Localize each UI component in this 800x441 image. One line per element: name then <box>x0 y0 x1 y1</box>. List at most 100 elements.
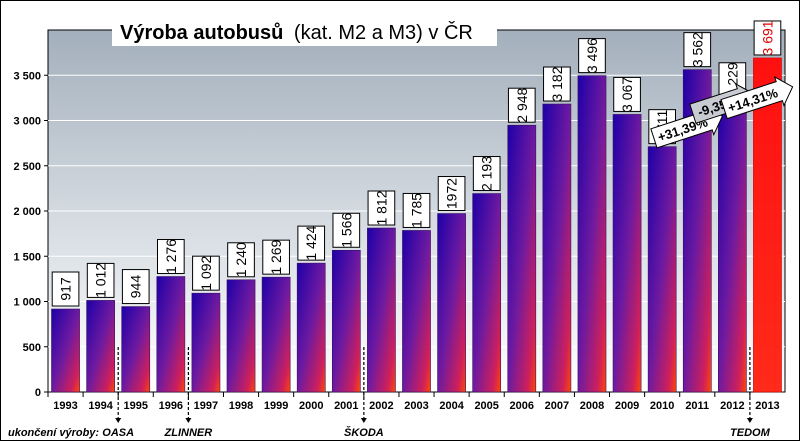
change-annotations: +31,39%-9,35%+14,31% <box>650 75 794 149</box>
end-marker-label: TEDOM <box>730 427 771 439</box>
x-tick-label: 1995 <box>123 400 147 412</box>
x-tick-label: 2011 <box>685 400 709 412</box>
bar <box>542 103 572 393</box>
bar <box>718 99 747 393</box>
end-markers: OASA ZLINNER ŠKODA TEDOM <box>102 347 771 439</box>
y-tick-label: 1 000 <box>13 297 41 309</box>
x-tick-label: 1998 <box>229 400 253 412</box>
value-label: 1 812 <box>367 190 396 226</box>
bar <box>226 279 256 393</box>
bar <box>51 308 80 393</box>
value-label-box <box>262 239 290 275</box>
bar <box>612 114 642 393</box>
x-tick-label: 1994 <box>88 400 113 412</box>
bar <box>753 57 782 393</box>
end-marker-arrow <box>360 418 367 423</box>
title-bold: Výroba autobusů <box>120 22 283 44</box>
value-label-text: 1 269 <box>268 239 284 274</box>
value-label-text: 1 276 <box>163 239 179 274</box>
x-tick-label: 2001 <box>334 400 358 412</box>
bar <box>121 306 151 393</box>
value-label: 1 424 <box>297 225 326 261</box>
y-tick-label: 2 500 <box>13 161 41 173</box>
x-tick-label: 1993 <box>53 400 77 412</box>
value-label-text: 1 092 <box>198 255 214 290</box>
x-tick-label: 2010 <box>650 400 674 412</box>
end-marker-arrow <box>185 418 192 423</box>
bar <box>577 75 607 393</box>
value-label: 1972 <box>437 176 466 212</box>
bars <box>51 57 782 393</box>
x-tick-label: 2012 <box>720 400 744 412</box>
bar <box>86 300 115 393</box>
value-label: 917 <box>51 271 80 307</box>
bar <box>156 276 186 393</box>
bar <box>191 292 221 393</box>
title-rest: (kat. M2 a M3) v ČR <box>294 21 473 44</box>
x-tick-label: 2007 <box>545 400 569 412</box>
bar <box>472 193 502 393</box>
value-label-box <box>753 20 782 56</box>
y-tick-label: 500 <box>23 342 41 354</box>
bar <box>331 249 361 393</box>
value-label: 2 948 <box>507 87 536 123</box>
bar <box>367 227 396 393</box>
value-label: 3 562 <box>683 32 712 67</box>
value-label-box <box>297 225 326 261</box>
x-axis-ticks: 1993 1994 1995 1996 1997 1998 1999 2000 2001 2002… <box>47 392 780 412</box>
value-label-box <box>472 156 501 192</box>
value-label-box <box>367 190 396 226</box>
value-label-box <box>402 192 431 228</box>
x-tick-label: 2013 <box>755 400 779 412</box>
y-tick-label: 0 <box>35 387 41 399</box>
x-tick-label: 2003 <box>404 400 428 412</box>
value-label-text: 1 240 <box>233 242 249 277</box>
y-axis-ticks: 0 500 1 000 1 500 2 000 2 500 3 000 3 500 <box>13 70 48 399</box>
value-label-text: 1 785 <box>409 193 425 228</box>
value-label-box <box>156 239 185 275</box>
y-tick-label: 3 000 <box>13 116 41 128</box>
value-label: 2 193 <box>472 156 501 192</box>
x-tick-label: 2008 <box>580 400 604 412</box>
value-label: 1 276 <box>156 239 185 275</box>
value-label-text: 3 229 <box>724 62 740 97</box>
x-tick-label: 2002 <box>369 400 393 412</box>
x-tick-label: 2006 <box>510 400 534 412</box>
value-label: 3 067 <box>613 77 641 112</box>
x-tick-label: 2004 <box>439 400 464 412</box>
bar <box>647 146 677 393</box>
end-marker-label: ŠKODA <box>344 426 384 439</box>
value-label: 1 092 <box>192 255 220 291</box>
value-label: 3 496 <box>578 38 606 73</box>
value-label-text: 3 182 <box>549 66 565 101</box>
value-label: 1 012 <box>86 262 115 298</box>
value-label-text: 1 012 <box>93 263 109 298</box>
x-tick-label: 2009 <box>615 400 639 412</box>
value-label: 1 566 <box>332 213 361 248</box>
x-tick-label: 1999 <box>264 400 288 412</box>
value-label: 3 691 <box>753 20 782 56</box>
value-label-text: 3 691 <box>759 20 775 55</box>
value-label-text: 2 948 <box>514 87 530 122</box>
x-tick-label: 2000 <box>299 400 323 412</box>
bar <box>507 124 537 393</box>
value-label-text: 1 424 <box>303 225 319 260</box>
y-tick-label: 3 500 <box>13 70 41 82</box>
value-label-box <box>51 271 80 307</box>
end-marker-arrow <box>115 418 122 423</box>
title-box <box>112 16 497 46</box>
value-label-box <box>507 87 536 123</box>
end-marker-label: ZLINNER <box>164 427 213 439</box>
value-label-box <box>437 176 466 212</box>
end-marker-arrow <box>746 418 753 423</box>
value-label-text: 944 <box>128 275 144 299</box>
value-label-box <box>86 262 115 298</box>
footnote-label: ukončení výroby: <box>8 427 99 439</box>
bar <box>261 276 291 393</box>
value-label: 1 785 <box>402 192 431 228</box>
value-label-box <box>192 255 220 291</box>
value-label-text: 1972 <box>444 178 460 209</box>
value-labels: 917 1 012 944 1 276 1 092 1 240 1 269 1 424 1 56… <box>51 20 782 307</box>
value-label-text: 1 812 <box>373 190 389 225</box>
